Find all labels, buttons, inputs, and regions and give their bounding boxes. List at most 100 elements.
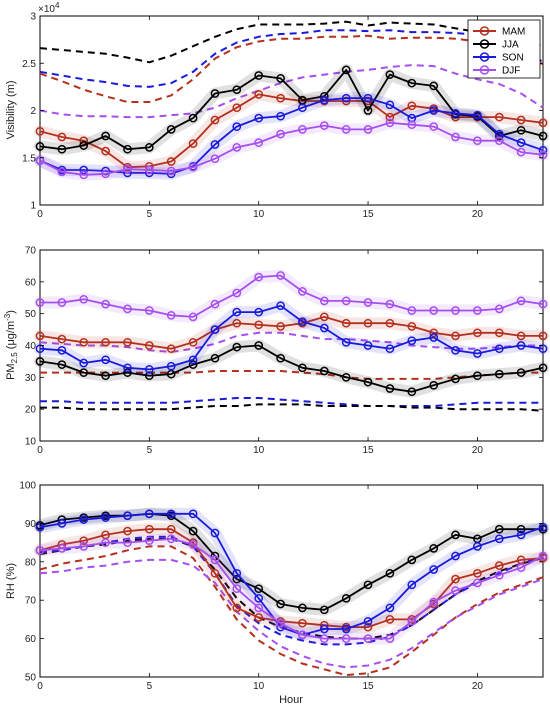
rh-point-son [451,551,460,561]
visibility-point-jja [144,143,154,152]
visibility-y-tick-label: 2 [30,106,36,117]
pm25-point-mam [144,341,154,350]
rh-point-mam [166,524,176,534]
pm25-y-tick-label: 30 [25,373,37,384]
rh-point-djf [429,597,439,607]
rh-point-mam [385,615,395,624]
pm25-point-jja [341,372,351,382]
pm25-point-jja [494,369,504,379]
rh-point-djf [319,634,329,643]
pm25-point-mam [451,331,460,341]
legend-label-djf: DJF [502,66,520,77]
rh-point-djf [473,578,482,588]
legend-entry-mam: MAM [473,26,525,38]
pm25-point-mam [79,337,89,347]
rh-point-son [341,624,351,634]
pm25-point-jja [473,371,482,381]
pm25-point-djf [363,298,373,307]
visibility-point-mam [276,93,285,103]
rh-point-son [429,565,439,574]
rh-point-son [57,519,67,528]
visibility-point-djf [538,150,548,160]
visibility-point-jja [385,70,395,79]
rh-y-tick-label: 80 [25,557,37,568]
pm25-point-jja [101,371,110,381]
visibility-point-djf [473,136,482,146]
rh-point-son [144,509,154,519]
rh-point-djf [35,545,45,555]
pm25-point-jja [516,368,526,377]
pm25-point-mam [123,337,132,347]
pm25-point-djf [451,306,460,315]
pm25-x-tick-label: 10 [253,445,265,456]
visibility-point-mam [494,112,504,122]
pm25-point-djf [254,272,264,282]
rh-tick-group: 0 5 10 15 20 50 60 70 80 90 100 [19,481,543,692]
pm25-point-son [254,307,264,317]
visibility-dashed-line-baseline-4 [39,20,544,64]
pm25-point-son [298,317,307,326]
visibility-point-djf [232,143,242,152]
pm25-point-djf [473,306,482,315]
rh-point-mam [473,568,482,578]
legend-entry-jja: JJA [473,39,519,51]
pm25-point-son [188,355,198,365]
visibility-y-exponent-base: ×10 [38,4,55,15]
pm25-point-jja [538,363,548,373]
pm25-point-son [473,349,482,358]
rh-point-jja [298,603,307,613]
visibility-point-djf [101,169,110,179]
visibility-point-djf [188,162,198,172]
visibility-point-djf [298,125,307,134]
rh-point-son [319,624,329,634]
rh-y-tick-label: 60 [25,634,37,645]
visibility-point-jja [538,131,548,141]
visibility-point-son [210,140,220,149]
visibility-point-mam [254,90,264,99]
pm25-point-son [451,345,460,355]
pm25-point-djf [57,298,67,307]
pm25-point-djf [210,299,220,309]
rh-point-djf [232,584,242,594]
pm25-point-djf [407,306,417,315]
pm25-point-son [144,365,154,374]
visibility-point-mam [166,157,176,166]
pm25-point-djf [101,299,110,309]
pm25-point-djf [494,304,504,314]
visibility-point-jja [516,125,526,135]
rh-dashed-line-baseline-6 [39,545,544,677]
pm25-point-mam [429,328,439,338]
visibility-point-son [385,100,395,110]
rh-point-djf [210,555,220,565]
rh-y-tick-label: 50 [25,673,37,684]
visibility-point-son [319,95,329,105]
pm25-y-label-sup: -3 [3,313,12,321]
visibility-point-jja [210,89,220,98]
visibility-x-tick-label: 20 [472,209,484,220]
rh-point-jja [385,568,395,578]
visibility-point-son [341,93,351,103]
visibility-point-jja [341,65,351,75]
visibility-tick-group: 0 5 10 15 20 1 1.5 2 2.5 3 [22,12,543,220]
rh-point-djf [123,538,132,547]
pm25-point-djf [385,299,395,309]
rh-point-djf [298,630,307,640]
visibility-point-jja [363,106,373,115]
rh-dashed-line-baseline-7 [39,558,544,669]
rh-point-jja [451,530,460,540]
visibility-point-djf [144,165,154,175]
rh-point-djf [451,586,460,595]
visibility-panel: 0 5 10 15 20 1 1.5 2 2.5 3 Visibility (m) ×104 MA… [5,1,549,220]
visibility-point-djf [35,156,45,165]
rh-point-son [232,568,242,578]
visibility-point-djf [341,125,351,134]
pm25-point-jja [79,368,89,377]
visibility-point-jja [429,81,439,91]
visibility-point-jja [101,131,110,141]
visibility-point-djf [123,164,132,174]
pm25-x-tick-label: 0 [37,445,43,456]
pm25-point-mam [276,322,285,331]
visibility-point-djf [429,122,439,131]
pm25-point-mam [254,320,264,330]
pm25-panel: 0 5 10 15 20 10 20 30 40 50 60 70 PM2.5 (μg/m-3) [3,246,549,456]
